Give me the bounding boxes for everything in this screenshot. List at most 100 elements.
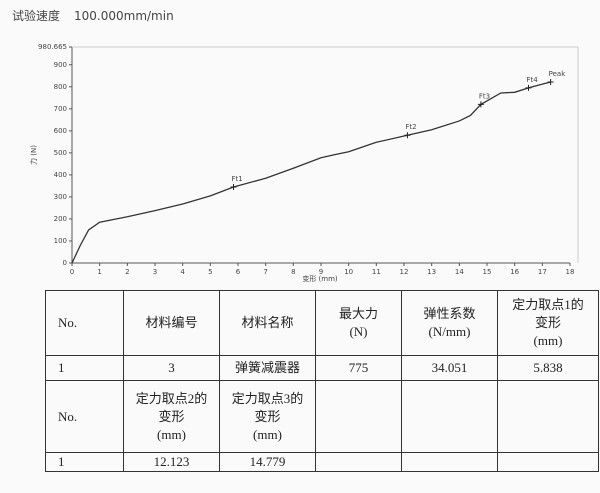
- x-tick-label: 12: [400, 268, 409, 276]
- table-cell: 1: [45, 452, 124, 472]
- chart: 变形 (mm) 力 (N) 01002003004005006007008009…: [29, 43, 579, 283]
- cell-text: No.: [58, 408, 78, 424]
- point-marker: [477, 101, 484, 108]
- result-table: No. 材料编号 材料名称 最大力 (N) 弹性系数 (N/mm) 定力取点1的 变形 (mm) 1…: [45, 290, 599, 472]
- x-axis-label: 变形 (mm): [302, 274, 338, 283]
- table-cell: 14.779: [219, 452, 316, 472]
- point-label: Ft4: [527, 76, 539, 84]
- x-tick-label: 7: [263, 268, 267, 276]
- header: 试验速度 100.000mm/min: [12, 7, 188, 24]
- y-tick-label: 400: [54, 171, 67, 179]
- table-cell: [401, 452, 498, 472]
- table-row: 1 3 弹簧减震器 775 34.051 5.838: [45, 355, 599, 381]
- table-cell: 定力取点2的 变形 (mm): [123, 380, 220, 453]
- x-tick-label: 2: [125, 268, 129, 276]
- table-cell: 12.123: [123, 452, 220, 472]
- point-marker: [230, 184, 237, 191]
- table-cell: 3: [123, 355, 220, 381]
- table-cell: [401, 380, 498, 453]
- x-tick-label: 16: [510, 268, 519, 276]
- table-row: 1 12.123 14.779: [45, 452, 599, 472]
- table-cell: 定力取点1的 变形 (mm): [497, 290, 599, 356]
- cell-text: (mm): [157, 426, 186, 442]
- cell-text: (mm): [253, 426, 282, 442]
- cell-text: 5.838: [533, 360, 563, 375]
- cell-text: 定力取点1的: [512, 297, 584, 312]
- cell-text: 弹性系数: [423, 306, 476, 321]
- cell-text: 3: [168, 360, 175, 375]
- cell-text: (mm): [533, 333, 563, 348]
- cell-text: 变形: [254, 408, 281, 424]
- table-cell: No.: [45, 290, 124, 356]
- cell-text: 14.779: [249, 454, 286, 469]
- x-tick-label: 0: [70, 268, 74, 276]
- y-tick-label: 500: [54, 149, 67, 157]
- cell-text: No.: [58, 315, 78, 330]
- x-tick-label: 6: [236, 268, 241, 276]
- cell-text: 定力取点2的: [135, 390, 208, 406]
- y-tick-label: 700: [54, 105, 67, 113]
- x-tick-label: 4: [180, 268, 185, 276]
- x-tick-label: 17: [538, 268, 547, 276]
- point-label: Ft1: [232, 175, 243, 183]
- y-tick-label: 980.665: [38, 43, 67, 51]
- point-marker: [404, 132, 411, 139]
- table-cell: 弹性系数 (N/mm): [401, 290, 498, 356]
- speed-value: 100.000mm/min: [74, 9, 174, 23]
- table-cell: 材料名称: [219, 290, 316, 356]
- table-cell: 弹簧减震器: [219, 355, 316, 381]
- cell-text: 1: [58, 360, 65, 375]
- y-tick-label: 300: [54, 193, 67, 201]
- cell-text: 34.051: [431, 360, 468, 375]
- cell-text: 1: [58, 454, 65, 469]
- x-tick-label: 10: [344, 268, 353, 276]
- table-cell: 34.051: [401, 355, 498, 381]
- x-tick-label: 8: [291, 268, 295, 276]
- table-cell: [497, 452, 599, 472]
- cell-text: 定力取点3的: [231, 390, 304, 406]
- table-cell: 最大力 (N): [315, 290, 402, 356]
- force-curve: [71, 81, 551, 264]
- point-label: Ft2: [405, 123, 416, 131]
- table-cell: 定力取点3的 变形 (mm): [219, 380, 316, 453]
- table-cell: [315, 452, 402, 472]
- cell-text: 弹簧减震器: [234, 360, 300, 375]
- y-tick-label: 100: [54, 237, 67, 245]
- x-tick-label: 9: [319, 268, 323, 276]
- x-tick-label: 11: [372, 268, 381, 276]
- table-cell: 1: [45, 355, 124, 381]
- table-row: No. 定力取点2的 变形 (mm) 定力取点3的 变形 (mm): [45, 380, 599, 453]
- cell-text: 775: [348, 360, 369, 375]
- table-cell: 材料编号: [123, 290, 220, 356]
- cell-text: (N/mm): [428, 324, 471, 339]
- x-tick-label: 15: [483, 268, 492, 276]
- y-tick-label: 0: [63, 259, 67, 267]
- point-marker: [525, 84, 532, 91]
- y-tick-label: 200: [54, 215, 67, 223]
- y-axis-label: 力 (N): [29, 145, 38, 165]
- point-label: Peak: [549, 70, 567, 78]
- cell-text: 材料编号: [145, 315, 198, 330]
- table-row: No. 材料编号 材料名称 最大力 (N) 弹性系数 (N/mm) 定力取点1的 变形 (mm): [45, 290, 599, 356]
- x-tick-label: 3: [153, 268, 157, 276]
- speed-label: 试验速度: [12, 9, 61, 23]
- y-tick-label: 600: [54, 127, 67, 135]
- point-label: Ft3: [479, 92, 490, 100]
- x-tick-label: 1: [97, 268, 101, 276]
- cell-text: (N): [349, 324, 368, 339]
- y-tick-label: 900: [54, 61, 67, 69]
- table-cell: 775: [315, 355, 402, 381]
- x-tick-label: 5: [208, 268, 212, 276]
- cell-text: 材料名称: [241, 315, 294, 330]
- cell-text: 变形: [158, 408, 185, 424]
- table-cell: [497, 380, 599, 453]
- table-cell: No.: [45, 380, 124, 453]
- y-tick-label: 800: [54, 83, 67, 91]
- cell-text: 变形: [534, 315, 561, 330]
- x-tick-label: 13: [427, 268, 436, 276]
- cell-text: 最大力: [338, 306, 378, 321]
- cell-text: 12.123: [153, 454, 190, 469]
- x-tick-label: 18: [566, 268, 575, 276]
- table-cell: 5.838: [497, 355, 599, 381]
